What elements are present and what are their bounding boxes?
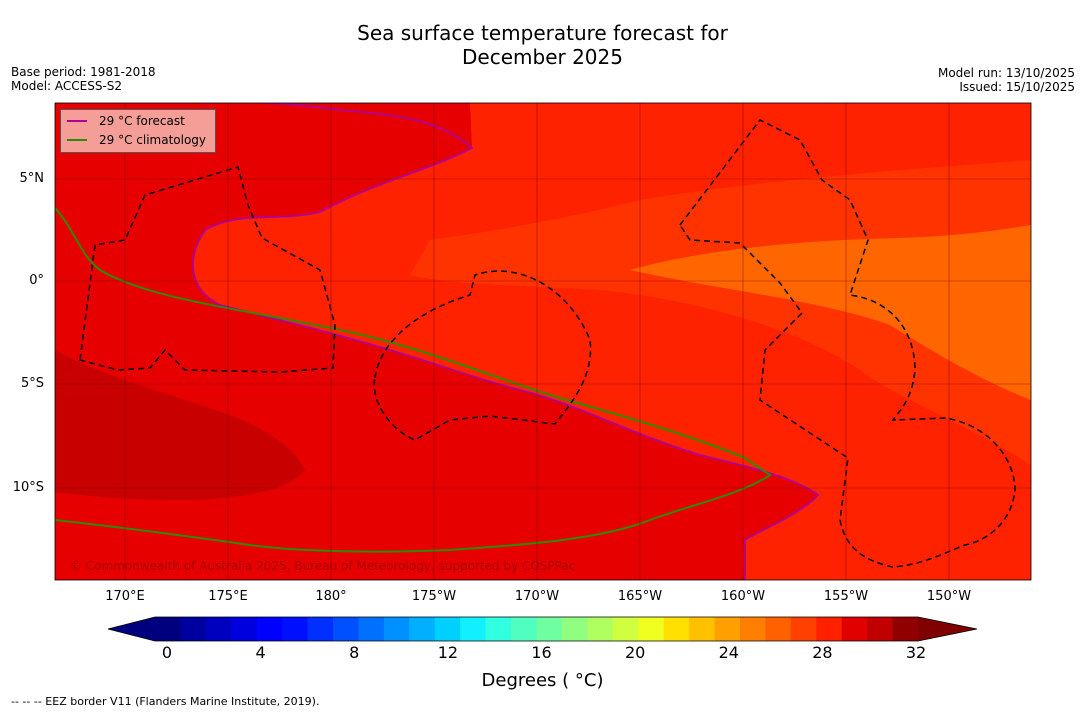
climatology-29c-contour — [55, 207, 772, 553]
colorbar-tick-label: 28 — [812, 643, 833, 662]
colorbar-tick-label: 20 — [624, 643, 646, 662]
model-name: Model: ACCESS-S2 — [11, 79, 123, 93]
colorbar-tick-label: 12 — [437, 643, 459, 662]
map-frame — [54, 102, 1032, 581]
meta-right: Model run: 13/10/2025 Issued: 15/10/2025 — [938, 66, 1075, 94]
colorbar-outline — [107, 616, 978, 642]
lon-label: 165°W — [617, 589, 663, 604]
colorbar-segment — [460, 617, 487, 641]
colorbar-segment — [333, 617, 359, 641]
lon-label: 175°E — [208, 589, 248, 604]
colorbar-over-arrow — [918, 617, 977, 641]
sst-zone-30 — [55, 350, 305, 500]
colorbar-under-arrow — [108, 617, 155, 641]
eez-kiribati-gilbert — [79, 166, 336, 373]
lat-label: 10°S — [12, 480, 44, 495]
colorbar-tick-label: 0 — [161, 643, 173, 662]
colorbar-segment — [892, 617, 919, 641]
eez-footnote: -- -- -- EEZ border V11 (Flanders Marine… — [11, 695, 320, 708]
colorbar-segment — [434, 617, 461, 641]
base-period: Base period: 1981-2018 — [11, 65, 156, 79]
legend-forecast-swatch — [67, 120, 87, 122]
colorbar-segment — [816, 617, 843, 641]
colorbar-segment — [638, 617, 665, 641]
lat-label: 5°S — [20, 376, 44, 391]
eez-phoenix — [373, 270, 592, 441]
colorbar-tick-label: 32 — [905, 643, 927, 662]
colorbar-segment — [663, 617, 690, 641]
legend-climatology-label: 29 °C climatology — [99, 133, 207, 147]
model-run: Model run: 13/10/2025 — [937, 66, 1075, 80]
colorbar-segment — [714, 617, 741, 641]
title-line-2: December 2025 — [462, 45, 623, 69]
colorbar-segment — [155, 617, 181, 641]
colorbar-segment — [358, 617, 385, 641]
lon-label: 180° — [315, 589, 347, 604]
colorbar-segment — [307, 617, 334, 641]
lat-label: 5°N — [19, 171, 45, 186]
colorbar-tick-label: 4 — [255, 643, 266, 662]
sst-zone-27-5 — [410, 160, 1031, 465]
colorbar-segment — [485, 617, 512, 641]
colorbar-segment — [256, 617, 283, 641]
eez-line-islands — [679, 119, 1016, 568]
colorbar-segment — [587, 617, 614, 641]
lon-label: 155°W — [823, 589, 869, 604]
map-gridlines — [55, 103, 1031, 580]
colorbar-segment — [383, 617, 410, 641]
colorbar-tick-label: 16 — [531, 643, 552, 662]
chart-title: Sea surface temperature forecast for Dec… — [0, 21, 1085, 69]
colorbar-segment — [511, 617, 537, 641]
colorbar-segment — [409, 617, 436, 641]
lat-label: 0° — [29, 273, 44, 288]
sst-zone-27 — [630, 225, 1031, 400]
colorbar-segment — [180, 617, 207, 641]
legend-climatology: 29 °C climatology — [67, 132, 206, 148]
lon-label: 160°W — [720, 589, 766, 604]
lon-label: 170°W — [514, 589, 560, 604]
meta-left: Base period: 1981-2018 Model: ACCESS-S2 — [11, 65, 156, 93]
colorbar-segment — [739, 617, 766, 641]
colorbar-segment — [612, 617, 639, 641]
colorbar-segment — [841, 617, 868, 641]
title-line-1: Sea surface temperature forecast for — [357, 21, 728, 45]
legend: 29 °C forecast 29 °C climatology — [60, 109, 216, 153]
legend-forecast-label: 29 °C forecast — [99, 114, 185, 128]
eez-borders — [79, 119, 1016, 568]
colorbar-segment — [867, 617, 894, 641]
copyright-notice: © Commonwealth of Australia 2025, Bureau… — [70, 559, 576, 573]
lon-label: 170°E — [105, 589, 145, 604]
colorbar-segment — [231, 617, 258, 641]
forecast-29c-contour — [192, 103, 820, 580]
colorbar-title: Degrees ( °C) — [481, 670, 604, 691]
colorbar-tick-label: 24 — [718, 643, 739, 662]
colorbar-segment — [561, 617, 588, 641]
colorbar-segment — [689, 617, 716, 641]
legend-climatology-swatch — [67, 139, 87, 141]
issued-date: Issued: 15/10/2025 — [959, 80, 1075, 94]
colorbar-segment — [205, 617, 232, 641]
lon-label: 150°W — [926, 589, 972, 604]
colorbar-segment — [536, 617, 563, 641]
colorbar-segment — [790, 617, 817, 641]
colorbar-segment — [282, 617, 309, 641]
colorbar — [107, 616, 978, 642]
legend-forecast: 29 °C forecast — [67, 113, 185, 129]
lon-label: 175°W — [411, 589, 457, 604]
colorbar-segment — [765, 617, 792, 641]
colorbar-tick-label: 8 — [349, 643, 360, 662]
sst-field — [55, 103, 1031, 580]
